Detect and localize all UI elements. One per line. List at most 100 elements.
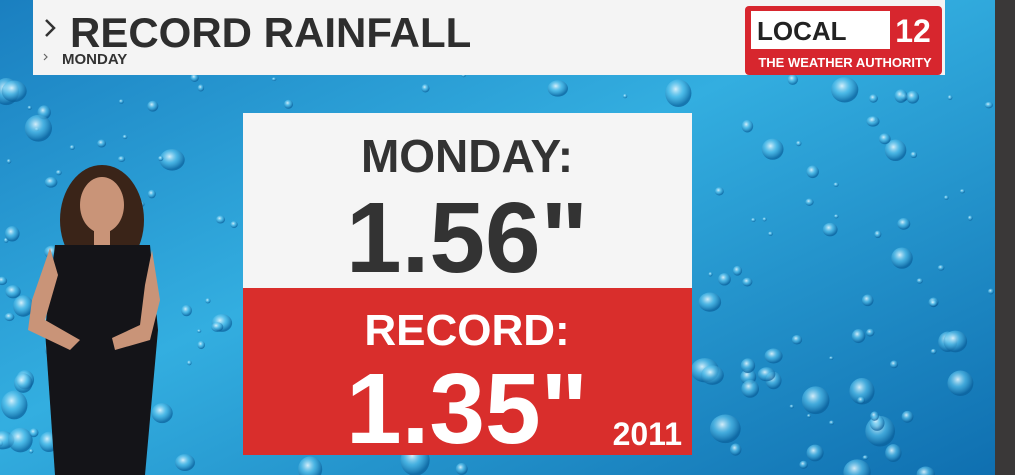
droplet — [122, 134, 128, 140]
droplet — [547, 80, 568, 97]
droplet — [884, 139, 907, 162]
droplet — [984, 101, 993, 109]
droplet — [930, 348, 937, 355]
droplet — [197, 329, 202, 333]
droplet — [158, 155, 164, 162]
droplet — [698, 292, 722, 312]
today-panel — [243, 113, 692, 288]
droplet — [4, 226, 20, 242]
droplet — [789, 404, 794, 409]
droplet — [791, 334, 803, 345]
droplet — [762, 217, 767, 222]
droplet — [857, 396, 866, 404]
droplet — [230, 221, 238, 229]
record-year: 2011 — [613, 416, 682, 452]
studio-edge — [995, 0, 1015, 475]
droplet — [8, 427, 33, 453]
droplet — [943, 195, 949, 200]
droplet — [897, 218, 911, 230]
droplet — [806, 414, 812, 418]
droplet — [175, 454, 195, 471]
droplet — [0, 276, 8, 286]
presenter — [28, 165, 160, 475]
droplet — [849, 377, 875, 405]
droplet — [801, 386, 830, 415]
droplet — [829, 420, 835, 426]
droplet — [421, 84, 430, 93]
droplet — [906, 90, 920, 104]
droplet — [709, 414, 741, 444]
record-value: 1.35" — [346, 353, 588, 465]
droplet — [665, 79, 692, 107]
droplet — [768, 231, 773, 236]
droplet — [718, 273, 731, 286]
droplet — [757, 367, 776, 382]
droplet — [27, 105, 32, 110]
droplet — [741, 119, 754, 133]
today-label: MONDAY: — [361, 130, 573, 182]
droplet — [874, 230, 882, 239]
droplet — [916, 278, 923, 284]
droplet — [885, 444, 902, 463]
droplet — [732, 265, 743, 276]
droplet — [13, 373, 33, 393]
logo-tagline: THE WEATHER AUTHORITY — [758, 55, 932, 70]
droplet — [283, 99, 294, 109]
droplet — [891, 247, 913, 269]
droplet — [211, 322, 224, 332]
header-chevron — [45, 19, 56, 37]
droplet — [805, 198, 814, 206]
record-panel — [243, 288, 692, 455]
droplet — [761, 138, 784, 160]
droplet — [799, 460, 808, 469]
droplet — [151, 403, 173, 424]
droplet — [742, 277, 753, 287]
droplet — [910, 151, 918, 159]
droplet — [4, 312, 15, 322]
droplet — [69, 145, 75, 150]
droplet — [916, 466, 935, 475]
droplet — [795, 140, 802, 147]
droplet — [5, 285, 21, 299]
droplet — [987, 288, 994, 295]
droplet — [701, 365, 724, 385]
droplet — [870, 411, 879, 421]
header-title: RECORD RAINFALL — [70, 9, 471, 56]
droplet — [455, 463, 468, 475]
droplet — [187, 360, 192, 366]
droplet — [1, 80, 27, 103]
droplet — [751, 217, 756, 223]
droplet — [894, 89, 908, 103]
droplet — [55, 169, 62, 176]
droplet — [869, 94, 878, 103]
droplet — [878, 133, 891, 145]
droplet — [901, 410, 914, 423]
droplet — [147, 100, 159, 112]
droplet — [937, 264, 945, 271]
droplet — [947, 95, 953, 101]
droplet — [947, 370, 974, 396]
droplet — [622, 93, 628, 99]
logo-name: LOCAL — [757, 16, 847, 46]
droplet — [851, 329, 866, 344]
droplet — [190, 73, 199, 83]
droplet — [806, 165, 819, 179]
droplet — [159, 149, 185, 171]
droplet — [866, 116, 880, 127]
droplet — [866, 328, 875, 337]
droplet — [298, 456, 323, 475]
droplet — [29, 428, 39, 438]
droplet — [181, 305, 192, 317]
subtitle-chevrons — [43, 53, 48, 61]
droplet — [730, 443, 742, 456]
droplet — [833, 182, 839, 187]
header-subtitle: MONDAY — [62, 51, 127, 68]
droplet — [215, 215, 226, 224]
droplet — [205, 298, 211, 304]
droplet — [708, 272, 713, 277]
droplet — [833, 214, 839, 219]
droplet — [147, 189, 156, 199]
droplet — [1, 390, 28, 420]
droplet — [197, 340, 205, 350]
